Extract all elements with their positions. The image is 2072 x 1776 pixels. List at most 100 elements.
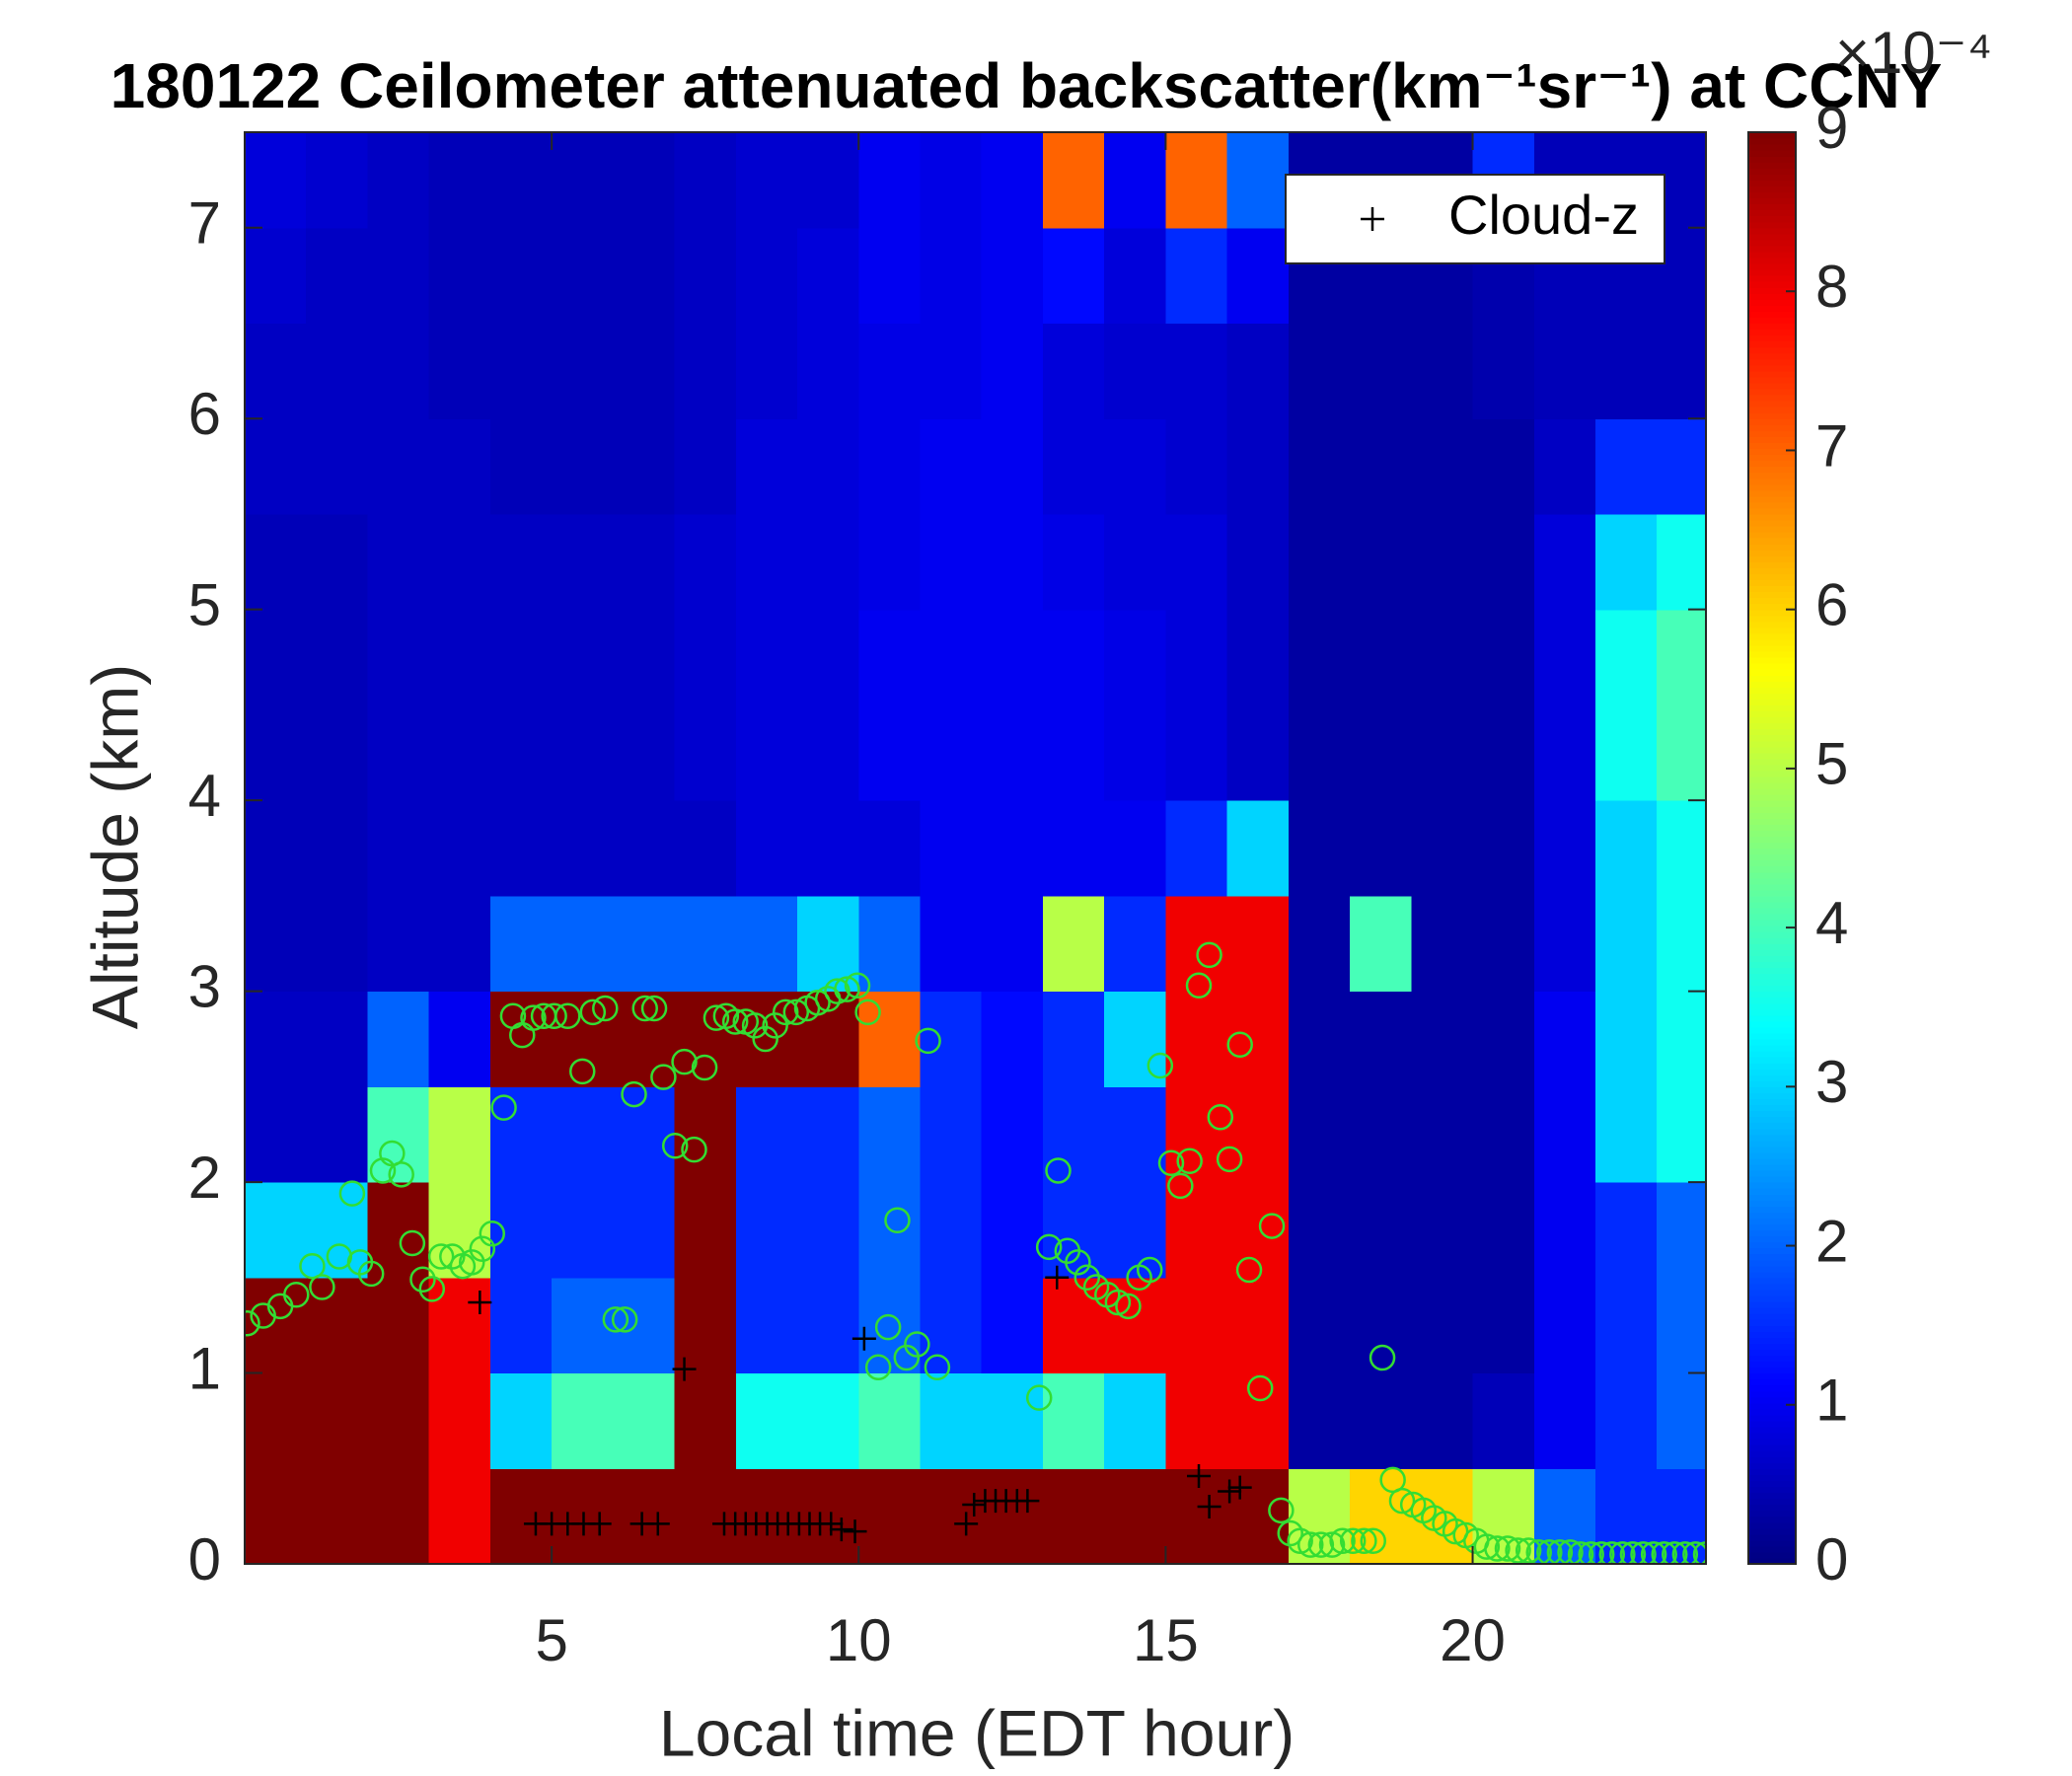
heatmap-cell: [1042, 800, 1105, 897]
colorbar-swatch: [1748, 1140, 1796, 1147]
colorbar-swatch: [1748, 334, 1796, 342]
heatmap-cell: [674, 323, 737, 419]
heatmap-cell: [858, 1277, 922, 1374]
heatmap-cell: [1594, 704, 1658, 801]
marker-circle: [681, 1136, 707, 1163]
chart-title: 180122 Ceilometer attenuated backscatter…: [111, 50, 1943, 121]
colorbar-swatch: [1748, 1057, 1796, 1064]
marker-circle: [541, 1002, 567, 1030]
colorbar-swatch: [1748, 1462, 1796, 1469]
colorbar-swatch: [1748, 401, 1796, 407]
colorbar-swatch: [1748, 1480, 1796, 1488]
colorbar-swatch: [1748, 1414, 1796, 1422]
heatmap-cell: [1411, 1086, 1474, 1183]
overlay-markers: [245, 941, 1706, 1564]
heatmap-cell: [1350, 609, 1412, 705]
heatmap-cell: [981, 132, 1044, 229]
heatmap-cell: [1042, 704, 1105, 801]
heatmap-cell: [1165, 991, 1228, 1087]
heatmap-cell: [552, 513, 614, 611]
marker-circle: [399, 1229, 426, 1257]
marker-circle: [1567, 1541, 1594, 1564]
heatmap-cell: [1226, 1468, 1290, 1564]
marker-circle: [1258, 1213, 1286, 1239]
colorbar-swatch: [1748, 788, 1796, 795]
colorbar-swatch: [1748, 1020, 1796, 1028]
colorbar-swatch: [1748, 1551, 1796, 1559]
colorbar-swatch: [1748, 1194, 1796, 1201]
marker-circle: [1588, 1541, 1615, 1564]
colorbar-swatch: [1748, 340, 1796, 348]
heatmap-cell: [613, 1086, 676, 1183]
marker-circle: [1246, 1374, 1274, 1402]
colorbar-swatch: [1748, 1128, 1796, 1136]
colorbar-swatch: [1748, 1038, 1796, 1046]
marker-circle: [1651, 1541, 1677, 1564]
marker-plus: [587, 1512, 612, 1536]
heatmap-cell: [1533, 513, 1596, 611]
colorbar-swatch: [1748, 1468, 1796, 1475]
marker-circle: [752, 1025, 778, 1053]
colorbar-frame: [1747, 131, 1797, 1565]
colorbar-swatch: [1748, 1002, 1796, 1010]
heatmap-cell: [920, 704, 983, 801]
heatmap-cell: [1533, 609, 1596, 705]
heatmap-cell: [367, 132, 430, 229]
colorbar-swatch: [1748, 925, 1796, 932]
colorbar-swatch: [1748, 364, 1796, 372]
heatmap-cell: [1350, 1372, 1412, 1469]
colorbar-swatch: [1748, 1384, 1796, 1392]
colorbar-swatch: [1748, 1343, 1796, 1350]
heatmap-cell: [1288, 1468, 1351, 1564]
colorbar-swatch: [1748, 1151, 1796, 1159]
marker-plus: [672, 1357, 697, 1381]
heatmap-cell: [981, 1182, 1044, 1279]
colorbar-swatch: [1748, 245, 1796, 253]
heatmap-cell: [245, 227, 307, 325]
heatmap-cell: [674, 1182, 737, 1279]
colorbar-swatch: [1748, 943, 1796, 950]
colorbar-swatch: [1748, 1277, 1796, 1285]
heatmap-cell: [1657, 132, 1706, 229]
heatmap-cell: [1472, 418, 1535, 515]
heatmap-cell: [306, 609, 369, 705]
colorbar-swatch: [1748, 877, 1796, 885]
colorbar-swatch: [1748, 1176, 1796, 1183]
heatmap-cell: [552, 323, 614, 419]
colorbar-swatch: [1748, 412, 1796, 419]
marker-circle: [579, 999, 607, 1026]
marker-circle: [782, 999, 810, 1026]
marker-plus: [843, 1519, 867, 1544]
heatmap-cell: [1533, 1182, 1596, 1279]
colorbar-swatch: [1748, 889, 1796, 897]
colorbar-swatch: [1748, 1223, 1796, 1231]
heatmap-cell: [245, 895, 307, 993]
colorbar-swatch: [1748, 1337, 1796, 1344]
colorbar-swatch: [1748, 937, 1796, 944]
heatmap-cell: [613, 1372, 676, 1469]
colorbar-swatch: [1748, 1146, 1796, 1153]
heatmap-cell: [1165, 513, 1228, 611]
heatmap-cell: [1104, 132, 1167, 229]
plot-frame: [244, 131, 1707, 1565]
colorbar-swatch: [1748, 859, 1796, 867]
colorbar-swatch: [1748, 287, 1796, 294]
colorbar-swatch: [1748, 764, 1796, 772]
colorbar-swatch: [1748, 1200, 1796, 1207]
colorbar-swatch: [1748, 615, 1796, 623]
heatmap-cell: [306, 895, 369, 993]
heatmap-cell: [735, 513, 798, 611]
heatmap-cell: [1226, 609, 1290, 705]
marker-plus: [1227, 1475, 1252, 1500]
colorbar-swatch: [1748, 376, 1796, 384]
legend-box: [1285, 174, 1665, 264]
heatmap-cell: [674, 895, 737, 993]
heatmap-cell: [797, 609, 859, 705]
heatmap-cell: [674, 418, 737, 515]
marker-circle: [1196, 941, 1222, 969]
heatmap-cell: [1533, 895, 1596, 993]
marker-circle: [1484, 1535, 1511, 1562]
heatmap-cell: [552, 800, 614, 897]
heatmap-cell: [1657, 895, 1706, 993]
heatmap-cell: [367, 704, 430, 801]
